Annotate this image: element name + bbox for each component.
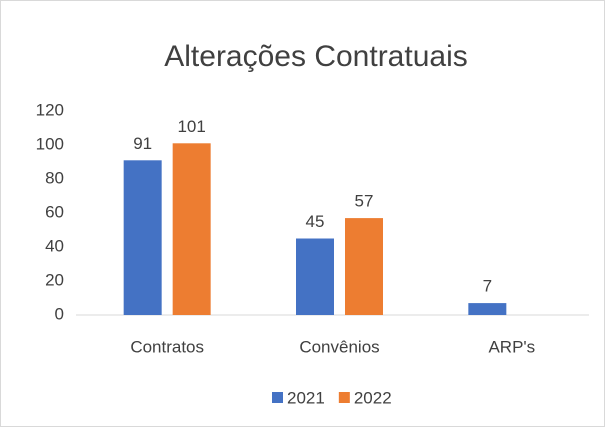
y-tick-label: 20 bbox=[45, 270, 64, 289]
y-tick-label: 0 bbox=[55, 304, 64, 323]
y-tick-label: 120 bbox=[36, 100, 64, 119]
legend-label: 2021 bbox=[287, 388, 325, 407]
x-tick-label: ARP's bbox=[488, 337, 535, 356]
x-tick-label: Convênios bbox=[299, 337, 379, 356]
bar bbox=[296, 238, 334, 315]
y-tick-label: 60 bbox=[45, 202, 64, 221]
data-label: 57 bbox=[355, 192, 374, 211]
data-label: 101 bbox=[177, 117, 205, 136]
legend-swatch bbox=[272, 392, 283, 403]
bar bbox=[345, 218, 383, 315]
x-tick-label: Contratos bbox=[130, 337, 204, 356]
data-label: 45 bbox=[306, 212, 325, 231]
chart-title: Alterações Contratuais bbox=[164, 40, 468, 73]
legend-label: 2022 bbox=[354, 388, 392, 407]
y-tick-label: 80 bbox=[45, 168, 64, 187]
bar bbox=[468, 303, 507, 315]
data-label: 91 bbox=[133, 134, 152, 153]
bar bbox=[123, 160, 162, 315]
data-label: 7 bbox=[483, 277, 492, 296]
legend-swatch bbox=[338, 392, 350, 403]
bar bbox=[172, 143, 211, 315]
y-tick-label: 100 bbox=[36, 134, 64, 153]
y-tick-label: 40 bbox=[45, 236, 64, 255]
